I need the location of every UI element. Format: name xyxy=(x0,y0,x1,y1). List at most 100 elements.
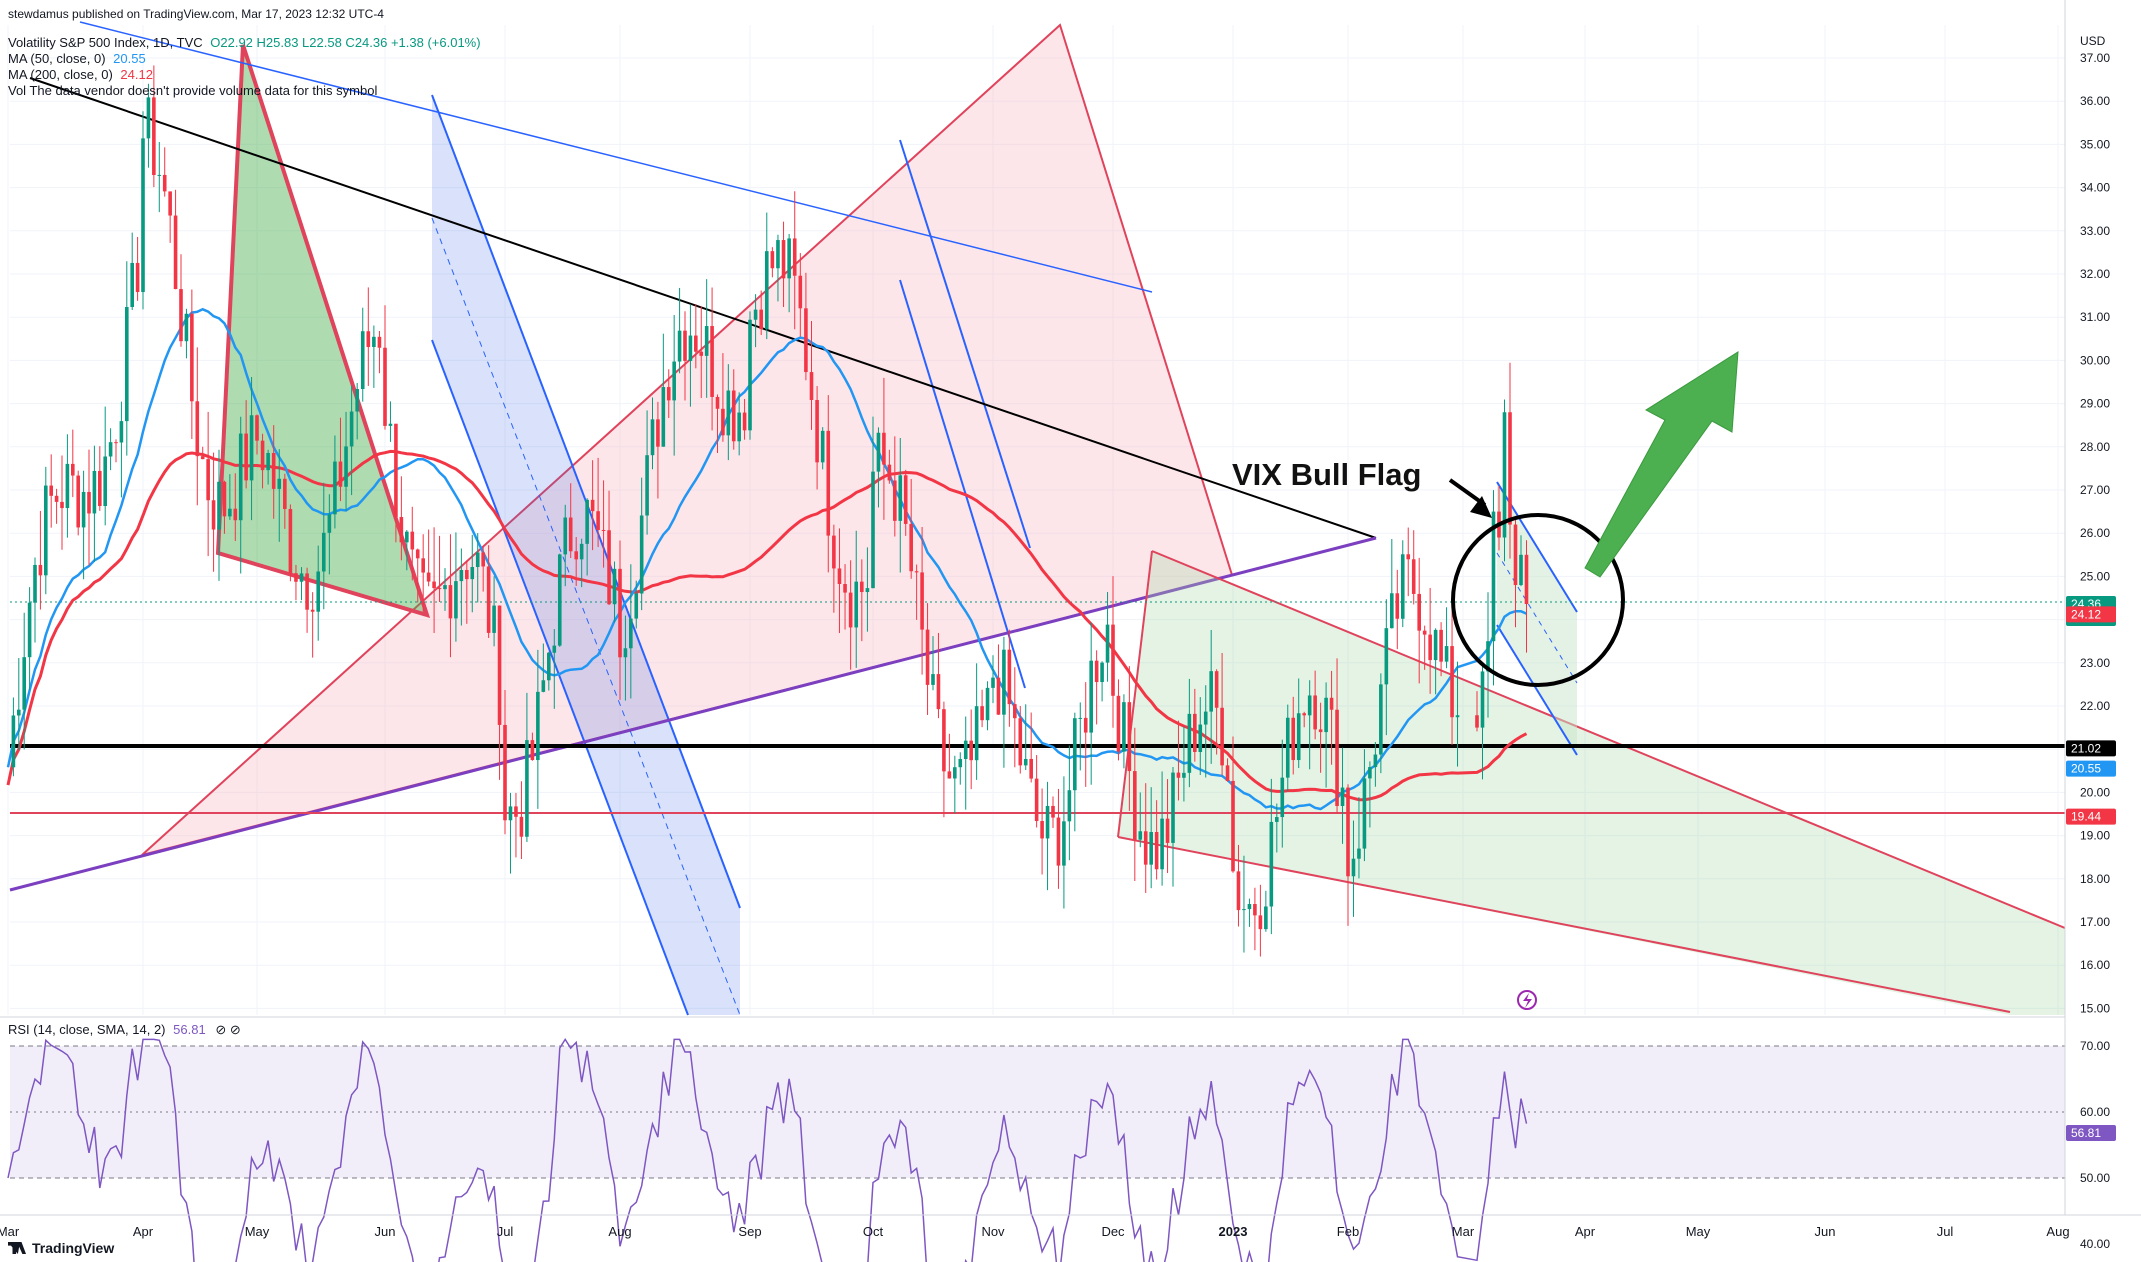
green-wedge-pattern[interactable] xyxy=(1118,551,2065,1015)
candle-body xyxy=(366,331,371,348)
candle-body xyxy=(299,573,304,582)
blue-channel-2-bottom[interactable] xyxy=(899,279,1026,689)
rsi-legend[interactable]: RSI (14, close, SMA, 14, 2) 56.81 ⊘ ⊘ xyxy=(8,1022,241,1038)
candle-body xyxy=(672,361,676,401)
green-triangle-pattern[interactable] xyxy=(215,44,431,618)
candle-body xyxy=(871,471,875,589)
candle-body xyxy=(715,396,720,409)
price-tick: 19.00 xyxy=(2080,829,2110,843)
green-arrow[interactable] xyxy=(1584,351,1739,578)
candle-body xyxy=(1275,817,1279,822)
ma200-legend[interactable]: MA (200, close, 0) 24.12 xyxy=(8,67,153,83)
candle-body xyxy=(1475,715,1479,728)
candle-body xyxy=(1073,718,1077,791)
eye-icon[interactable]: ⊘ ⊘ xyxy=(215,1022,241,1037)
blue-trendline-upper[interactable] xyxy=(79,21,1153,293)
candle-body xyxy=(882,432,886,465)
candle-body xyxy=(607,530,611,605)
price-tick: 28.00 xyxy=(2080,440,2110,454)
candle-body xyxy=(271,452,276,489)
candle-body xyxy=(1165,818,1170,843)
candle-body xyxy=(815,399,819,463)
price-tick: 30.00 xyxy=(2080,353,2110,367)
candle-body xyxy=(969,740,973,761)
candle-body xyxy=(563,517,568,555)
candle-body xyxy=(244,433,248,481)
candle-body xyxy=(1040,821,1044,839)
candle-body xyxy=(1406,554,1411,560)
wedge-left[interactable] xyxy=(1117,550,1153,838)
candle-body xyxy=(11,715,16,768)
candle-body xyxy=(355,389,359,412)
candle-body xyxy=(1502,412,1507,538)
candle-body xyxy=(1203,711,1208,725)
price-tick: 22.00 xyxy=(2080,699,2110,713)
candle-body xyxy=(865,588,870,593)
annotations[interactable]: VIX Bull Flag xyxy=(1232,351,1739,1010)
candle-body xyxy=(1264,906,1268,930)
tradingview-watermark[interactable]: TradingView xyxy=(8,1240,114,1256)
candle-body xyxy=(1280,777,1285,818)
candle-body xyxy=(448,585,453,619)
candle-body xyxy=(1302,713,1306,716)
price-tick: 27.00 xyxy=(2080,483,2110,497)
candle-body xyxy=(360,331,365,390)
time-tick: May xyxy=(1686,1224,1711,1239)
ma50-line xyxy=(6,307,1527,811)
symbol-legend[interactable]: Volatility S&P 500 Index, 1D, TVC O22.92… xyxy=(8,35,481,51)
candle-body xyxy=(344,446,348,487)
highlight-circle[interactable] xyxy=(1451,513,1625,687)
candle-body xyxy=(1258,915,1263,930)
candle-body xyxy=(415,549,420,559)
black-trendline[interactable] xyxy=(29,77,1377,539)
candle-body xyxy=(1182,772,1186,778)
time-axis[interactable]: Mar Apr May Jun Jul Aug Sep Oct Nov Dec 2023 Feb Mar… xyxy=(0,1214,2141,1239)
candles xyxy=(11,65,1529,957)
time-tick: Oct xyxy=(863,1224,884,1239)
flag-bottom[interactable] xyxy=(1496,624,1578,756)
candle-body xyxy=(1143,831,1148,865)
ma50-legend[interactable]: MA (50, close, 0) 20.55 xyxy=(8,51,146,67)
rsi-tick: 70.00 xyxy=(2080,1039,2110,1053)
candle-body xyxy=(547,652,551,681)
candle-body xyxy=(936,674,941,710)
candle-body xyxy=(1285,717,1290,778)
candle-body xyxy=(503,724,507,821)
symbol-title: Volatility S&P 500 Index, 1D, TVC xyxy=(8,35,203,50)
candle-body xyxy=(519,816,524,837)
candle-body xyxy=(1335,709,1339,807)
candle-body xyxy=(1018,718,1023,766)
purple-trendline[interactable] xyxy=(9,536,1377,892)
candle-body xyxy=(991,677,995,688)
candle-body xyxy=(1236,871,1241,911)
rsi-badge: 56.81 xyxy=(2066,1125,2116,1142)
candle-body xyxy=(238,433,243,521)
candle-body xyxy=(1313,695,1317,730)
wedge-top[interactable] xyxy=(1151,550,2066,929)
candle-body xyxy=(1198,724,1203,752)
wedge-bottom[interactable] xyxy=(1117,836,2011,1013)
candle-body xyxy=(629,618,633,649)
time-tick: Aug xyxy=(2046,1224,2069,1239)
candle-body xyxy=(1051,805,1055,818)
candle-body xyxy=(699,351,704,356)
candle-body xyxy=(914,571,919,573)
price-tick: 26.00 xyxy=(2080,526,2110,540)
candle-body xyxy=(294,573,298,582)
candle-body xyxy=(1062,821,1066,866)
candle-body xyxy=(54,495,59,502)
price-axis[interactable]: USD 37.00 36.00 35.00 34.00 33.00 32.00 31.00 30… xyxy=(2064,0,2141,1262)
drawing-shapes[interactable] xyxy=(9,21,2066,1016)
lightning-icon[interactable] xyxy=(1517,990,1537,1010)
blue-channel-1[interactable] xyxy=(432,95,740,1015)
candle-body xyxy=(574,551,578,560)
blue-channel-2-top[interactable] xyxy=(899,139,1031,549)
candle-body xyxy=(1455,715,1460,718)
candle-body xyxy=(157,174,162,176)
candle-body xyxy=(1329,697,1334,710)
candle-body xyxy=(310,609,315,612)
candle-body xyxy=(1384,628,1389,685)
candle-body xyxy=(410,531,415,550)
blue-channel-1-bottom[interactable] xyxy=(431,339,689,1016)
